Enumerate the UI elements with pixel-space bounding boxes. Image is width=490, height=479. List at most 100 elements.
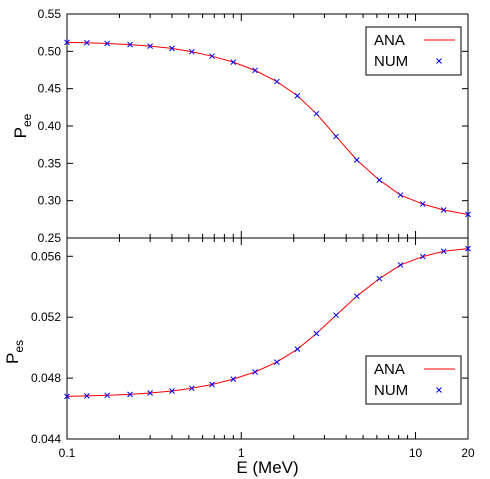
y-tick-label: 0.40	[38, 119, 62, 133]
legend-label: NUM	[374, 53, 408, 70]
marker-stroke	[64, 393, 70, 400]
marker-stroke	[188, 385, 195, 392]
data-point-num	[252, 67, 258, 74]
y-axis-title: Pes	[3, 340, 26, 364]
marker-stroke	[230, 376, 237, 383]
marker-stroke	[84, 39, 90, 46]
y-tick-label: 0.25	[38, 231, 62, 245]
marker-stroke	[64, 39, 70, 46]
y-tick-label: 0.30	[38, 194, 62, 208]
data-point-num	[104, 392, 111, 399]
legend-label: ANA	[374, 32, 405, 49]
y-tick-label: 0.50	[38, 44, 62, 58]
data-point-num	[209, 381, 215, 388]
marker-stroke	[440, 248, 447, 255]
marker-stroke	[209, 53, 215, 60]
marker-stroke	[127, 41, 133, 48]
marker-stroke	[84, 393, 90, 399]
data-point-num	[313, 110, 320, 117]
marker-stroke	[313, 110, 320, 117]
data-point-num	[376, 177, 383, 183]
legend-marker-sample	[436, 58, 442, 64]
y-axis-title-main: P	[3, 353, 22, 364]
y-tick-label: 0.048	[31, 371, 61, 385]
legend-box	[365, 26, 462, 76]
legend: ANA NUM	[365, 26, 462, 76]
y-tick-label: 0.044	[31, 432, 61, 446]
legend-label: NUM	[374, 382, 408, 399]
y-axis-title-main: P	[11, 127, 30, 138]
marker-stroke	[419, 253, 426, 260]
x-tick-label: 1	[238, 446, 245, 460]
data-point-num	[84, 39, 90, 46]
plot-frame	[66, 237, 469, 440]
data-point-num	[230, 376, 237, 383]
data-point-num	[147, 390, 154, 396]
marker-stroke	[230, 59, 237, 66]
y-axis-title-subscript: ee	[20, 113, 34, 127]
marker-stroke	[440, 207, 447, 213]
y-tick-label: 0.55	[38, 7, 62, 21]
panel-pes: 0.044 0.048 0.052 0.056 0.1 1 10 20 ANA NUM Pes E (…	[3, 237, 475, 477]
data-point-num	[376, 275, 383, 282]
data-point-num	[84, 393, 90, 399]
data-point-num	[397, 262, 404, 268]
marker-stroke	[188, 48, 195, 55]
data-point-num	[419, 201, 426, 207]
x-tick-label: 0.1	[59, 446, 76, 460]
data-point-num	[127, 41, 133, 48]
data-point-num	[104, 40, 111, 47]
marker-stroke	[147, 43, 154, 49]
marker-stroke	[465, 211, 471, 218]
data-point-num	[440, 248, 447, 255]
data-point-num	[64, 39, 70, 46]
marker-stroke	[169, 388, 175, 394]
marker-stroke	[104, 392, 111, 399]
data-point-num	[127, 391, 133, 398]
panel-pee: 0.25 0.30 0.35 0.40 0.45 0.50 0.55 ANA NUM Pee	[11, 7, 471, 245]
marker-stroke	[104, 40, 111, 47]
data-point-num	[313, 330, 320, 337]
marker-stroke	[353, 293, 360, 300]
marker-stroke	[273, 359, 280, 365]
data-point-num	[440, 207, 447, 213]
data-point-num	[188, 48, 195, 55]
y-axis-title-subscript: es	[12, 340, 26, 353]
x-tick-label: 10	[409, 446, 423, 460]
marker-stroke	[294, 92, 301, 99]
data-point-num	[209, 53, 215, 60]
y-tick-label: 0.056	[31, 249, 61, 263]
marker-stroke	[465, 245, 471, 252]
x-tick-label: 20	[461, 446, 475, 460]
y-tick-label: 0.052	[31, 310, 61, 324]
data-point-num	[294, 346, 301, 353]
y-tick-label: 0.35	[38, 156, 62, 170]
marker-stroke	[397, 192, 404, 198]
y-axis-title: Pee	[11, 113, 34, 138]
data-point-num	[333, 312, 339, 319]
marker-stroke	[127, 391, 133, 398]
marker-stroke	[273, 78, 280, 85]
data-point-num	[188, 385, 195, 392]
marker-stroke	[147, 390, 154, 396]
marker-stroke	[209, 381, 215, 388]
data-point-num	[465, 245, 471, 252]
data-point-num	[230, 59, 237, 66]
marker-stroke	[169, 45, 175, 52]
marker-stroke	[353, 157, 360, 163]
marker-stroke	[397, 262, 404, 268]
data-point-num	[419, 253, 426, 260]
marker-stroke	[313, 330, 320, 337]
marker-stroke	[419, 201, 426, 207]
data-point-num	[294, 92, 301, 99]
legend-label: ANA	[374, 361, 405, 378]
x-axis-title: E (MeV)	[236, 458, 298, 477]
marker-stroke	[294, 346, 301, 353]
marker-stroke	[376, 177, 383, 183]
legend-box	[365, 355, 462, 405]
data-point-num	[147, 43, 154, 49]
marker-stroke	[333, 312, 339, 319]
y-tick-label: 0.45	[38, 82, 62, 96]
